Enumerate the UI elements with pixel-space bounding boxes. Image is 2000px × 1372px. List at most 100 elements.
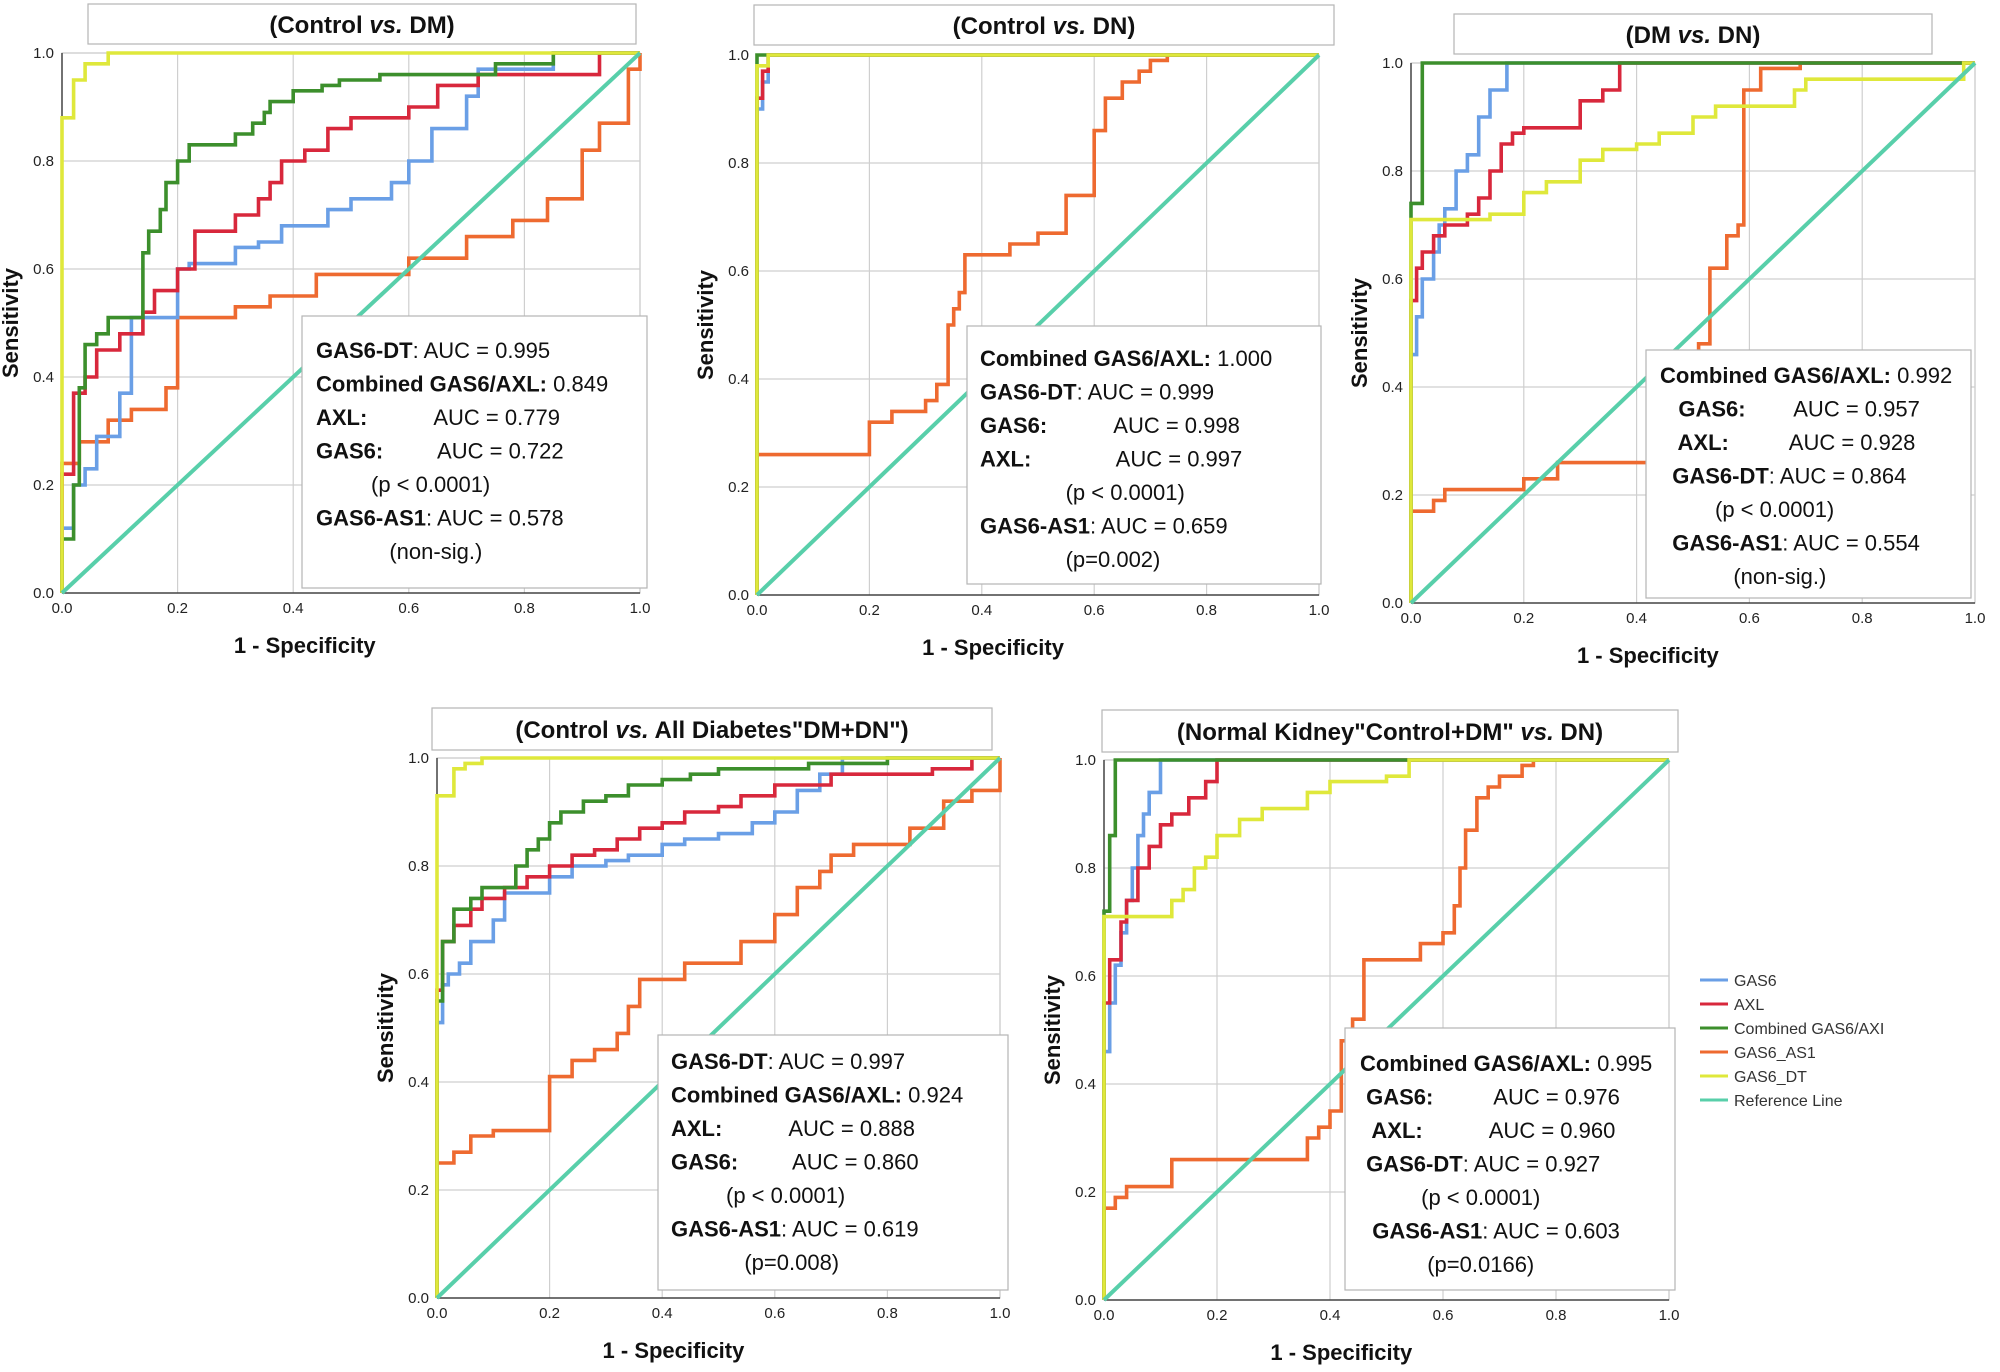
x-tick-label: 1.0 bbox=[990, 1305, 1011, 1322]
chart-title-part: (Control bbox=[515, 717, 615, 744]
x-tick-label: 0.4 bbox=[1626, 610, 1647, 627]
auc-annotation-line: (p < 0.0001) bbox=[980, 480, 1185, 505]
auc-annotation-line: Combined GAS6/AXL: 0.849 bbox=[316, 372, 608, 397]
roc-curve-gas6-dt bbox=[435, 756, 1000, 1298]
auc-annotation-box bbox=[301, 315, 648, 589]
y-tick-label: 1.0 bbox=[1382, 55, 1403, 72]
auc-annotation-line: GAS6-AS1: AUC = 0.619 bbox=[671, 1217, 919, 1242]
auc-value-text: : AUC = 0.927 bbox=[1463, 1152, 1601, 1177]
x-axis-label: 1 - Specificity bbox=[603, 1338, 746, 1363]
x-tick-label: 0.6 bbox=[398, 600, 419, 617]
auc-value-text: : AUC = 0.864 bbox=[1769, 464, 1907, 489]
y-tick-label: 0.2 bbox=[728, 479, 749, 496]
x-tick-label: 1.0 bbox=[1659, 1307, 1680, 1324]
auc-annotation-line: AXL: AUC = 0.888 bbox=[671, 1116, 915, 1141]
y-tick-label: 0.8 bbox=[408, 858, 429, 875]
auc-marker-name: Combined GAS6/AXL: bbox=[1360, 1051, 1591, 1076]
auc-marker-name: GAS6: bbox=[316, 439, 383, 464]
auc-value-text: (p=0.0166) bbox=[1360, 1252, 1534, 1277]
auc-value-text: AUC = 0.960 bbox=[1423, 1118, 1616, 1143]
auc-marker-name: GAS6-AS1 bbox=[671, 1217, 781, 1242]
auc-annotation-line: Combined GAS6/AXL: 0.995 bbox=[1360, 1051, 1652, 1076]
x-tick-label: 0.2 bbox=[167, 600, 188, 617]
auc-value-text: AUC = 0.997 bbox=[1031, 447, 1242, 472]
y-tick-label: 0.4 bbox=[1075, 1076, 1096, 1093]
auc-annotation-line: GAS6-DT: AUC = 0.864 bbox=[1660, 464, 1906, 489]
auc-value-text: : AUC = 0.997 bbox=[768, 1049, 906, 1074]
auc-marker-name: GAS6: bbox=[1660, 397, 1746, 422]
auc-annotation-line: AXL: AUC = 0.928 bbox=[1660, 430, 1915, 455]
chart-title: (DM vs. DN) bbox=[1626, 22, 1761, 49]
x-axis-label: 1 - Specificity bbox=[1577, 643, 1720, 668]
chart-title-part: (DM bbox=[1626, 22, 1678, 49]
auc-marker-name: GAS6: bbox=[980, 413, 1047, 438]
chart-title: (Control vs. All Diabetes"DM+DN") bbox=[515, 717, 908, 744]
roc-curve-gas6-as1 bbox=[1102, 758, 1669, 1300]
roc-panel-2: 0.00.0 0.2 0.2 0.4 0.4 0.6 0.6 0.8 0.8 1.0 1.0 1 - … bbox=[693, 4, 1335, 660]
roc-curve-gas6 bbox=[60, 51, 640, 593]
x-tick-label: 0.0 bbox=[52, 600, 73, 617]
y-axis-label: Sensitivity bbox=[1040, 974, 1065, 1085]
auc-value-text: : AUC = 0.578 bbox=[426, 506, 564, 531]
auc-value-text: AUC = 0.860 bbox=[738, 1150, 918, 1175]
roc-panel-5: 0.00.0 0.2 0.2 0.4 0.4 0.6 0.6 0.8 0.8 1.0 1.0 1 - … bbox=[1040, 709, 1680, 1365]
y-axis-label: Sensitivity bbox=[693, 269, 718, 380]
auc-annotation-line: GAS6: AUC = 0.976 bbox=[1360, 1085, 1620, 1110]
roc-curve-axl bbox=[1409, 61, 1975, 603]
y-tick-label: 0.6 bbox=[408, 966, 429, 983]
auc-marker-name: AXL: bbox=[1660, 430, 1729, 455]
auc-value-text: 1.000 bbox=[1211, 346, 1272, 371]
auc-marker-name: GAS6-AS1 bbox=[980, 514, 1090, 539]
auc-value-text: (p=0.002) bbox=[980, 547, 1160, 572]
x-tick-label: 1.0 bbox=[1965, 610, 1986, 627]
x-tick-label: 0.2 bbox=[859, 602, 880, 619]
auc-annotation-line: AXL: AUC = 0.779 bbox=[316, 405, 560, 430]
auc-marker-name: GAS6-DT bbox=[316, 338, 413, 363]
auc-annotation-line: GAS6: AUC = 0.860 bbox=[671, 1150, 919, 1175]
auc-marker-name: Combined GAS6/AXL: bbox=[1660, 363, 1891, 388]
x-tick-label: 0.6 bbox=[1433, 1307, 1454, 1324]
x-tick-label: 0.4 bbox=[652, 1305, 673, 1322]
auc-marker-name: GAS6-AS1 bbox=[1360, 1219, 1482, 1244]
chart-title-part: vs. bbox=[615, 717, 648, 744]
chart-title-part: DM) bbox=[403, 12, 455, 39]
legend-label: GAS6_DT bbox=[1734, 1069, 1807, 1086]
y-tick-label: 0.8 bbox=[33, 153, 54, 170]
y-tick-label: 1.0 bbox=[728, 47, 749, 64]
auc-annotation-box bbox=[1645, 349, 1972, 599]
roc-curve-reference bbox=[755, 53, 1321, 597]
auc-marker-name: GAS6: bbox=[671, 1150, 738, 1175]
auc-annotation-line: (p=0.008) bbox=[671, 1250, 839, 1275]
legend-label: Reference Line bbox=[1734, 1093, 1843, 1110]
auc-annotation-line: GAS6-DT: AUC = 0.995 bbox=[316, 338, 550, 363]
chart-title-part: (Control bbox=[269, 12, 369, 39]
auc-annotation-box bbox=[966, 325, 1322, 585]
auc-annotation-line: GAS6-AS1: AUC = 0.659 bbox=[980, 514, 1228, 539]
chart-title-part: DN) bbox=[1086, 13, 1135, 40]
y-tick-label: 0.2 bbox=[408, 1182, 429, 1199]
auc-annotation-line: GAS6-DT: AUC = 0.999 bbox=[980, 380, 1214, 405]
x-axis-label: 1 - Specificity bbox=[1270, 1340, 1413, 1365]
y-tick-label: 0.2 bbox=[1075, 1184, 1096, 1201]
auc-marker-name: Combined GAS6/AXL: bbox=[980, 346, 1211, 371]
y-tick-label: 0.4 bbox=[728, 371, 749, 388]
auc-value-text: (p < 0.0001) bbox=[316, 472, 490, 497]
x-tick-label: 0.2 bbox=[539, 1305, 560, 1322]
x-tick-label: 0.8 bbox=[877, 1305, 898, 1322]
y-tick-label: 0.4 bbox=[1382, 379, 1403, 396]
auc-value-text: 0.924 bbox=[902, 1083, 963, 1108]
chart-title-part: vs. bbox=[369, 12, 402, 39]
roc-curve-gas6 bbox=[1409, 61, 1975, 603]
legend: GAS6 AXL Combined GAS6/AXI GAS6_AS1 GAS6_DT R… bbox=[1700, 973, 1884, 1110]
x-tick-label: 0.0 bbox=[427, 1305, 448, 1322]
chart-title-part: DN) bbox=[1711, 22, 1760, 49]
auc-annotation-line: Combined GAS6/AXL: 0.992 bbox=[1660, 363, 1952, 388]
y-axis-label: Sensitivity bbox=[0, 267, 23, 378]
auc-annotation-line: (p=0.002) bbox=[980, 547, 1160, 572]
chart-title-part: (Normal Kidney"Control+DM" bbox=[1177, 719, 1520, 746]
auc-annotation-line: GAS6-AS1: AUC = 0.554 bbox=[1660, 531, 1920, 556]
x-tick-label: 0.4 bbox=[283, 600, 304, 617]
auc-marker-name: GAS6-AS1 bbox=[316, 506, 426, 531]
auc-marker-name: GAS6-DT bbox=[980, 380, 1077, 405]
